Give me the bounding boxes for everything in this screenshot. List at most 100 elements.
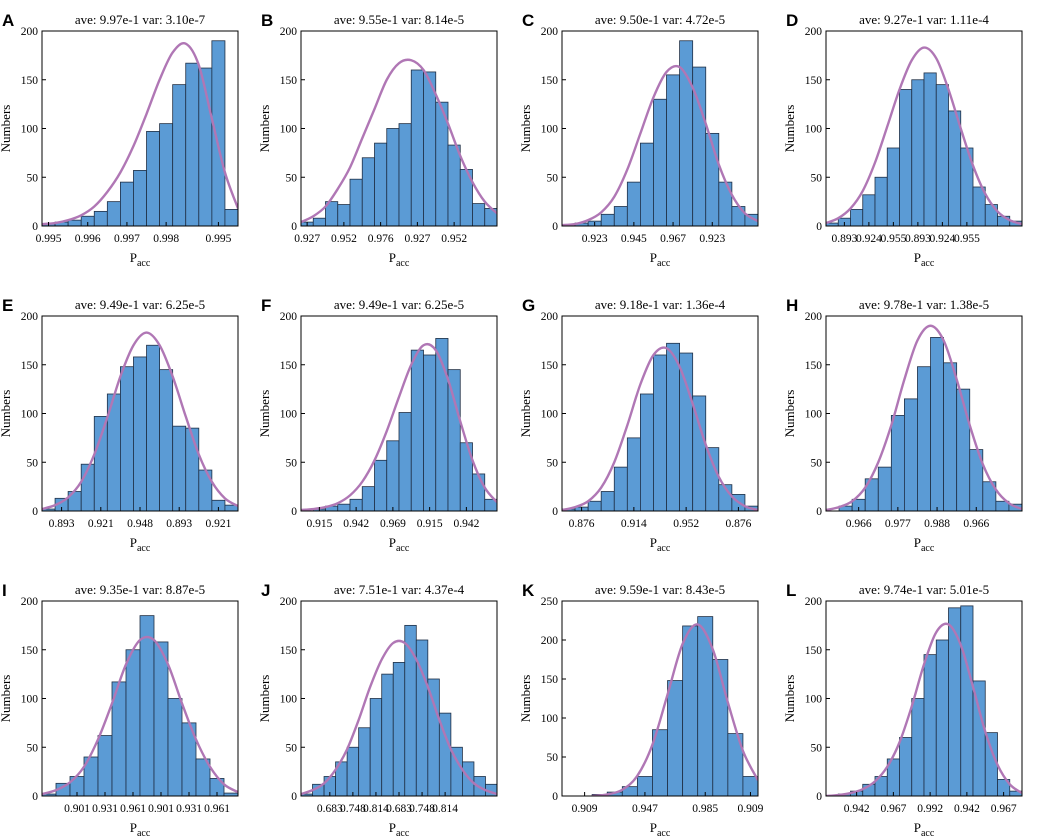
y-tick-label: 200 [805,311,823,323]
x-tick-label: 0.977 [885,518,911,530]
x-tick-label: 0.995 [205,233,231,245]
x-axis-label: Pacc [130,250,151,269]
histogram-bar [312,217,326,226]
y-tick-label: 0 [32,221,38,233]
y-tick-label: 100 [280,694,298,706]
histogram-bar [223,792,238,796]
histogram-bars [42,344,238,511]
fit-curve-group [42,41,238,226]
y-tick-label: 0 [291,791,297,803]
y-tick-label: 150 [21,645,39,657]
y-axis-label: Numbers [782,390,797,438]
panel-letter: L [786,581,796,600]
histogram-bar [948,607,962,796]
histogram-bar [410,69,424,226]
histogram-bar [159,123,174,226]
histogram-bar [472,203,486,226]
histogram-bar [447,144,461,226]
panel-a: 0 50 100 150 200 0.995 0.996 0.997 0.998 0.995 ave… [0,11,239,269]
histogram-bar [211,40,226,226]
panel-title: ave: 9.55e-1 var: 8.14e-5 [334,12,464,27]
panel-title: ave: 9.74e-1 var: 5.01e-5 [859,582,989,597]
x-axis-label: Pacc [650,535,671,554]
panel-h: 0 50 100 150 200 0.966 0.977 0.988 0.966 ave: 9.7… [782,296,1023,554]
y-axis-label: Numbers [257,105,272,153]
x-tick-label: 0.967 [880,803,906,815]
fit-curve-group [826,46,1022,226]
histogram-bar [146,131,160,226]
panel-letter: I [2,581,7,600]
x-axis-label: Pacc [389,535,410,554]
fit-curve [42,41,238,226]
x-axis-label: Pacc [130,820,151,837]
panel-title: ave: 7.51e-1 var: 4.37e-4 [334,582,465,597]
histogram-bars [837,605,1022,796]
y-tick-label: 0 [552,221,558,233]
y-tick-label: 100 [805,124,823,136]
histogram-bar [167,698,183,796]
histogram-bar [398,123,412,226]
histogram-bar [886,147,900,226]
x-tick-label: 0.942 [343,518,369,530]
histogram-bar [877,466,892,511]
y-tick-label: 0 [291,506,297,518]
x-tick-label: 0.748 [340,803,366,815]
fit-curve [826,46,1022,226]
histogram-bar [613,206,628,226]
y-tick-label: 50 [286,457,298,469]
y-tick-label: 0 [32,506,38,518]
histogram-bar [960,605,974,796]
panel-letter: K [522,581,535,600]
fit-curve-group [562,346,758,511]
histogram-bar [923,654,937,796]
histogram-bars [312,338,497,511]
histogram-bar [930,337,945,511]
histogram-bar [890,415,905,511]
x-axis-label-sub: acc [921,828,935,837]
y-tick-label: 250 [541,596,559,608]
y-tick-label: 200 [280,26,298,38]
fit-curve-group [301,58,497,224]
panel-title: ave: 9.49e-1 var: 6.25e-5 [75,297,205,312]
y-tick-label: 200 [805,596,823,608]
x-tick-label: 0.966 [963,518,989,530]
histogram-bar [346,746,360,796]
histogram-bar [398,412,412,511]
x-tick-label: 0.945 [621,233,647,245]
x-axis-label-main: P [650,820,657,835]
y-axis-label: Numbers [518,390,533,438]
x-tick-label: 0.893 [49,518,75,530]
y-tick-label: 50 [547,752,559,764]
y-tick-label: 100 [541,124,559,136]
histogram-bars [591,616,758,796]
histogram-bar [93,210,108,226]
panel-c: 0 50 100 150 200 0.923 0.945 0.967 0.923 ave: 9.5… [518,11,759,269]
histogram-bar [97,735,113,796]
fit-curve-group [592,623,758,796]
y-tick-label: 100 [541,713,559,725]
y-tick-label: 50 [27,172,39,184]
histogram-bar [361,486,375,511]
x-tick-label: 0.924 [856,233,882,245]
x-axis-label-sub: acc [657,828,671,837]
x-axis-label-sub: acc [396,543,410,554]
y-tick-label: 50 [286,742,298,754]
y-axis-label: Numbers [518,105,533,153]
panel-letter: D [786,11,798,30]
histogram-bar [410,349,424,511]
histogram-bar [666,342,681,511]
x-tick-label: 0.876 [725,518,751,530]
histogram-bar [613,466,628,511]
histogram-bar [972,680,986,796]
x-tick-label: 0.967 [991,803,1017,815]
panel-title: ave: 9.59e-1 var: 8.43e-5 [595,582,725,597]
fit-curve-group [826,324,1022,511]
y-tick-label: 50 [811,742,823,754]
x-tick-label: 0.683 [386,803,412,815]
histogram-bar [133,170,147,226]
x-tick-label: 0.997 [114,233,140,245]
histogram-bar [600,213,615,226]
fit-curve [301,58,497,224]
x-axis-label-main: P [130,535,137,550]
